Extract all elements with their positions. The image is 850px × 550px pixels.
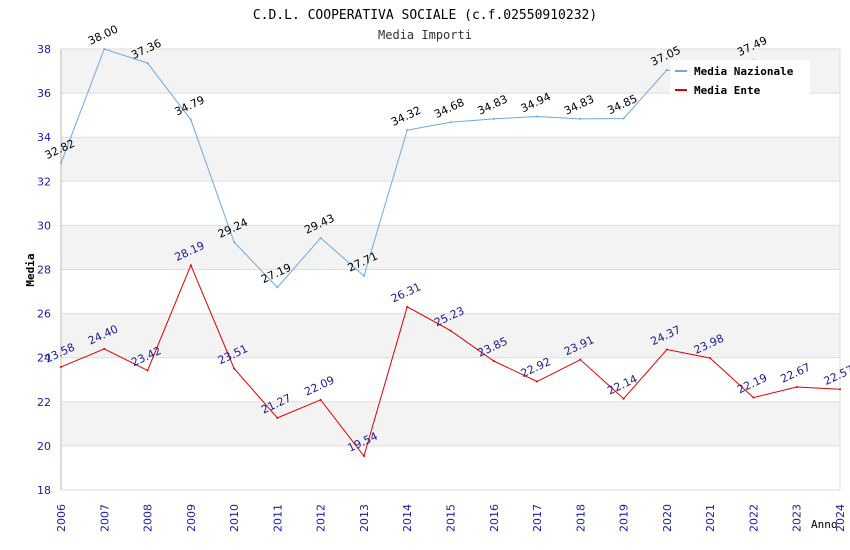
data-point	[146, 369, 149, 372]
x-tick-label: 2013	[358, 504, 371, 532]
data-point	[60, 365, 62, 368]
y-tick-label: 20	[37, 440, 51, 453]
data-point	[536, 115, 539, 118]
y-tick-label: 22	[37, 396, 51, 409]
grid-band	[61, 181, 840, 226]
data-point	[536, 380, 539, 383]
grid-band	[61, 357, 840, 402]
data-point	[492, 360, 495, 363]
data-label: 38.00	[86, 23, 120, 48]
legend: Media Nazionale Media Ente	[670, 60, 810, 97]
data-point	[449, 329, 452, 332]
data-point	[492, 117, 495, 120]
data-point	[709, 357, 712, 360]
y-tick-label: 38	[37, 43, 51, 56]
x-tick-label: 2024	[834, 504, 847, 532]
grid-band	[61, 401, 840, 446]
x-tick-label: 2008	[142, 504, 155, 532]
x-tick-label: 2019	[618, 504, 631, 532]
data-point	[362, 455, 365, 458]
y-tick-label: 32	[37, 175, 51, 188]
x-tick-label: 2017	[531, 504, 544, 532]
x-tick-label: 2023	[791, 504, 804, 532]
x-tick-label: 2016	[488, 504, 501, 532]
y-axis-ticks: 18 20 22 24 26 28 30 32 34 36 38	[37, 43, 51, 497]
x-tick-label: 2018	[574, 504, 587, 532]
data-point	[233, 241, 236, 244]
legend-label: Media Nazionale	[694, 65, 794, 78]
legend-box	[670, 60, 810, 96]
data-point	[319, 398, 322, 401]
data-point	[189, 264, 192, 267]
x-tick-label: 2010	[228, 504, 241, 532]
y-tick-label: 28	[37, 264, 51, 277]
grid-band	[61, 225, 840, 270]
x-axis-label: Anno	[811, 518, 838, 531]
data-point	[839, 388, 841, 391]
x-tick-label: 2012	[315, 504, 328, 532]
data-point	[276, 286, 279, 289]
data-point	[189, 118, 192, 121]
data-point	[406, 129, 409, 132]
x-axis-ticks: 2006 2007 2008 2009 2010 2011 2012 2013 2014 2015…	[55, 504, 847, 532]
data-point	[406, 305, 409, 308]
x-tick-label: 2020	[661, 504, 674, 532]
data-point	[579, 117, 582, 120]
grid-band	[61, 445, 840, 490]
y-tick-label: 34	[37, 131, 51, 144]
data-point	[146, 62, 149, 65]
data-point	[319, 236, 322, 239]
grid-band	[61, 93, 840, 138]
data-point	[622, 397, 625, 400]
grid-bands	[60, 48, 841, 491]
y-axis-label: Media	[24, 253, 37, 286]
data-point	[795, 386, 798, 389]
data-point	[665, 68, 668, 71]
data-point	[665, 348, 668, 351]
data-point	[276, 416, 279, 419]
data-point	[103, 347, 106, 350]
x-tick-label: 2011	[271, 504, 284, 532]
y-tick-label: 36	[37, 87, 51, 100]
y-tick-label: 30	[37, 219, 51, 232]
y-tick-label: 24	[37, 352, 51, 365]
data-point	[579, 358, 582, 361]
series-lines	[60, 48, 841, 458]
x-tick-label: 2006	[55, 504, 68, 532]
x-tick-label: 2007	[98, 504, 111, 532]
data-point	[103, 48, 106, 50]
data-point	[622, 117, 625, 120]
grid-band	[61, 137, 840, 182]
data-point	[449, 121, 452, 124]
x-tick-label: 2021	[704, 504, 717, 532]
x-tick-label: 2009	[185, 504, 198, 532]
data-point	[233, 367, 236, 370]
data-point	[60, 162, 62, 165]
chart-title: C.D.L. COOPERATIVA SOCIALE (c.f.02550910…	[253, 8, 597, 23]
chart-subtitle: Media Importi	[378, 28, 472, 42]
y-tick-label: 26	[37, 308, 51, 321]
data-point	[362, 274, 365, 277]
y-tick-label: 18	[37, 484, 51, 497]
grid-band	[61, 313, 840, 358]
grid-band	[61, 269, 840, 314]
x-tick-label: 2015	[445, 504, 458, 532]
x-tick-label: 2014	[401, 504, 414, 532]
data-point	[752, 396, 755, 399]
legend-label: Media Ente	[694, 84, 761, 97]
x-tick-label: 2022	[747, 504, 760, 532]
